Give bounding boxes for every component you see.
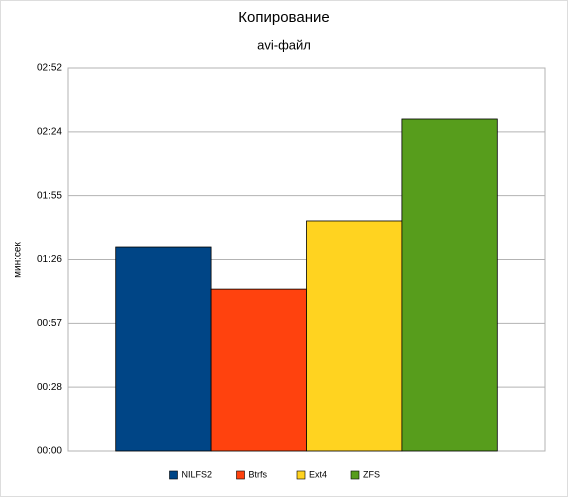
legend-swatch: [296, 470, 306, 480]
y-tick-label: 01:26: [37, 254, 62, 265]
legend-label: Ext4: [309, 469, 327, 479]
legend-swatch: [169, 470, 178, 480]
legend-label: ZFS: [363, 469, 380, 479]
legend-swatch: [236, 470, 245, 480]
legend-label: Btrfs: [249, 469, 268, 479]
bar: [115, 246, 212, 452]
bar: [306, 220, 403, 452]
chart-subtitle: avi-файл: [257, 37, 311, 52]
y-tick-label: 02:52: [37, 63, 62, 74]
y-tick-label: 00:00: [37, 446, 62, 457]
legend-swatch: [350, 470, 360, 480]
y-tick-label: 00:28: [37, 382, 62, 393]
y-tick-label: 02:24: [37, 126, 62, 137]
legend-label: NILFS2: [182, 469, 213, 479]
y-axis-label: мин:сек: [13, 242, 24, 278]
y-tick-label: 01:55: [37, 190, 62, 201]
chart-title: Копирование: [238, 9, 329, 26]
bar: [210, 288, 307, 452]
bar: [401, 118, 498, 452]
y-tick-label: 00:57: [37, 318, 62, 329]
